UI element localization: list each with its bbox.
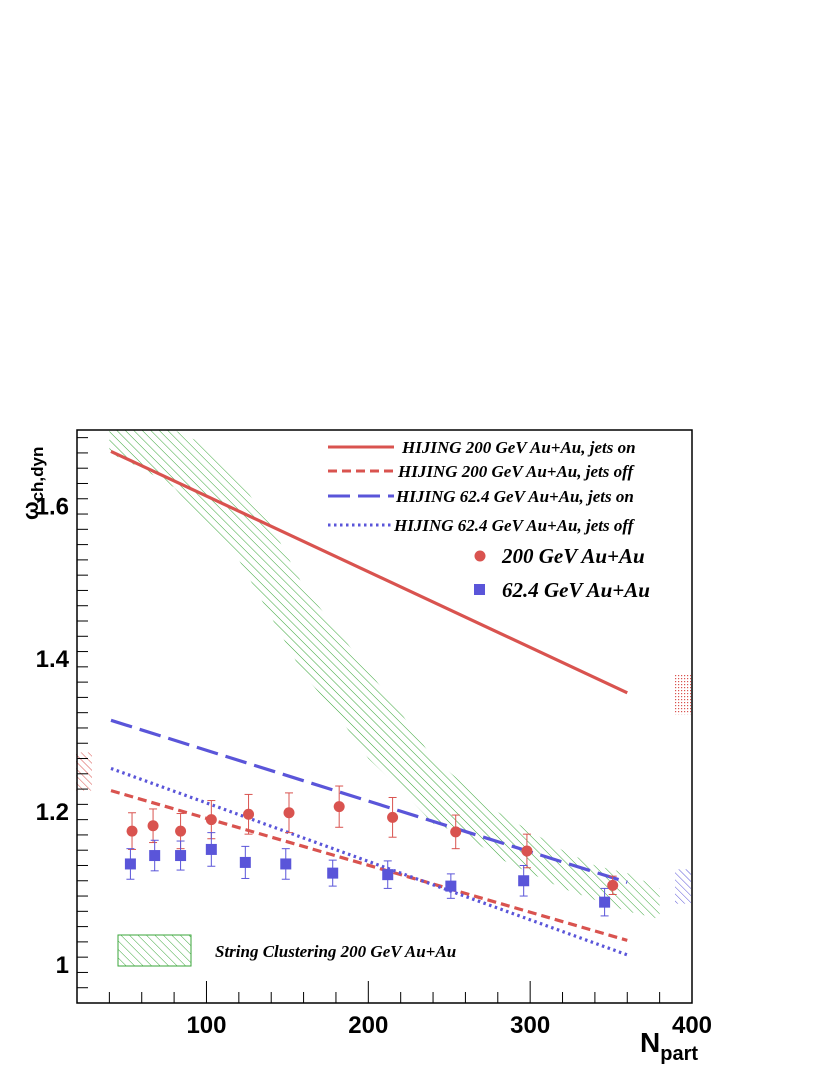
legend-marker-62 <box>474 584 485 595</box>
x-tick-label-2: 300 <box>510 1012 550 1039</box>
band-string-clustering-200-gev-au-au <box>109 430 660 919</box>
point-62gev-2 <box>175 850 187 862</box>
x-tick-label-0: 100 <box>186 1012 226 1039</box>
point-200gev-4 <box>243 808 255 820</box>
legend-label-jets-on-62: HIJING 62.4 GeV Au+Au, jets on <box>395 487 634 506</box>
x-tick-label-3: 400 <box>672 1012 712 1039</box>
systematic-box-1 <box>675 869 691 904</box>
legend-label-data-200: 200 GeV Au+Au <box>501 544 645 568</box>
systematic-box-2 <box>76 752 92 791</box>
legend: HIJING 200 GeV Au+Au, jets on HIJING 200… <box>117 438 650 967</box>
point-200gev-7 <box>387 811 399 823</box>
legend-label-jets-on-200: HIJING 200 GeV Au+Au, jets on <box>401 438 636 457</box>
legend-label-jets-off-200: HIJING 200 GeV Au+Au, jets off <box>397 462 635 481</box>
point-200gev-10 <box>607 879 619 891</box>
point-200gev-5 <box>283 807 295 819</box>
y-axis-title: ωch,dyn <box>18 447 47 520</box>
y-tick-label-0: 1 <box>56 952 69 979</box>
y-tick-label-1: 1.2 <box>36 799 69 826</box>
legend-label-string-clustering: String Clustering 200 GeV Au+Au <box>215 942 456 961</box>
point-62gev-1 <box>149 850 161 862</box>
x-axis-title: Npart <box>640 1027 698 1065</box>
line-hijing-62-4-gev-au-au-jets-on <box>110 718 628 884</box>
line-hijing-62-4-gev-au-au-jets-off <box>110 766 628 957</box>
point-62gev-6 <box>327 867 339 879</box>
point-62gev-4 <box>239 856 251 868</box>
legend-label-jets-off-62: HIJING 62.4 GeV Au+Au, jets off <box>393 516 636 535</box>
point-200gev-8 <box>450 826 462 838</box>
point-62gev-0 <box>124 858 136 870</box>
point-200gev-3 <box>205 814 217 826</box>
point-62gev-7 <box>382 869 394 881</box>
point-200gev-0 <box>126 825 138 837</box>
legend-marker-200 <box>474 550 486 562</box>
y-tick-label-3: 1.6 <box>36 493 69 520</box>
line-hijing-200-gev-au-au-jets-on <box>110 449 628 695</box>
legend-swatch-string-clustering <box>117 934 192 967</box>
x-tick-label-1: 200 <box>348 1012 388 1039</box>
systematic-box-0 <box>675 674 691 715</box>
point-62gev-10 <box>599 896 611 908</box>
line-hijing-200-gev-au-au-jets-off <box>110 789 628 942</box>
point-200gev-1 <box>147 820 159 832</box>
point-62gev-3 <box>205 843 217 855</box>
legend-label-data-62: 62.4 GeV Au+Au <box>502 578 650 602</box>
y-tick-label-2: 1.4 <box>36 646 70 673</box>
point-62gev-5 <box>280 858 292 870</box>
point-200gev-2 <box>175 825 187 837</box>
plot-frame <box>76 429 693 1004</box>
point-62gev-8 <box>445 880 457 892</box>
point-200gev-9 <box>521 845 533 857</box>
point-200gev-6 <box>333 801 345 813</box>
point-62gev-9 <box>518 875 530 887</box>
